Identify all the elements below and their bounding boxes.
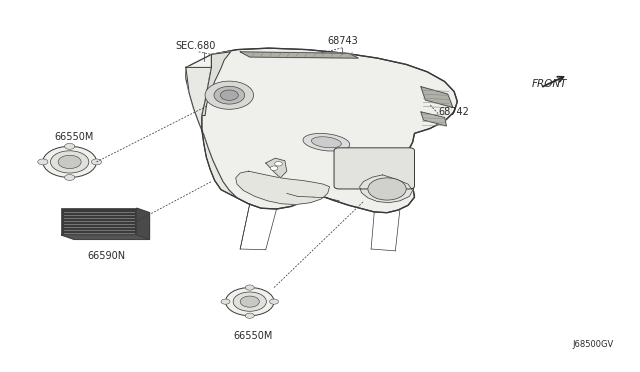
Text: 66590N: 66590N <box>87 251 125 261</box>
Bar <box>61 208 137 235</box>
Polygon shape <box>186 48 458 213</box>
Text: FRONT: FRONT <box>532 79 568 89</box>
Polygon shape <box>137 208 150 239</box>
Circle shape <box>38 159 48 165</box>
Circle shape <box>51 151 89 173</box>
Text: 68743: 68743 <box>327 36 358 46</box>
Polygon shape <box>266 158 287 178</box>
Circle shape <box>58 155 81 169</box>
FancyBboxPatch shape <box>334 148 415 189</box>
Polygon shape <box>360 175 413 203</box>
Polygon shape <box>202 52 230 116</box>
Circle shape <box>240 296 259 307</box>
Circle shape <box>225 288 274 316</box>
Circle shape <box>245 313 254 318</box>
Text: J68500GV: J68500GV <box>573 340 614 349</box>
Polygon shape <box>421 87 453 108</box>
Polygon shape <box>202 48 458 213</box>
Polygon shape <box>61 235 150 239</box>
Text: 68742: 68742 <box>438 107 469 117</box>
Polygon shape <box>186 67 237 198</box>
Polygon shape <box>240 52 358 58</box>
Circle shape <box>65 174 75 180</box>
Circle shape <box>205 81 253 109</box>
Text: 66550M: 66550M <box>233 331 273 341</box>
Circle shape <box>43 146 97 177</box>
Circle shape <box>368 178 406 200</box>
Circle shape <box>214 86 244 104</box>
Text: 66550M: 66550M <box>54 132 94 141</box>
Ellipse shape <box>303 134 350 151</box>
Polygon shape <box>421 112 447 126</box>
Circle shape <box>65 143 75 149</box>
Circle shape <box>220 90 238 100</box>
Circle shape <box>270 166 278 170</box>
Polygon shape <box>236 171 330 205</box>
Circle shape <box>233 292 266 311</box>
Ellipse shape <box>312 137 341 148</box>
Circle shape <box>269 299 278 304</box>
Circle shape <box>245 285 254 290</box>
Circle shape <box>92 159 102 165</box>
Circle shape <box>221 299 230 304</box>
Circle shape <box>275 161 282 166</box>
Text: SEC.680: SEC.680 <box>175 41 216 51</box>
